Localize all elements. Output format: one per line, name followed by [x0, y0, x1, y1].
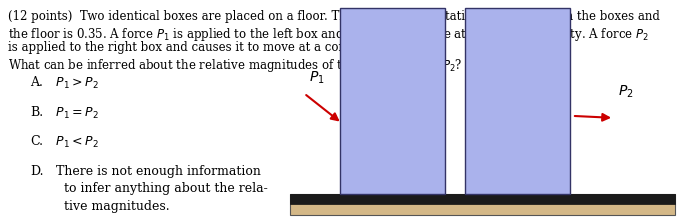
Text: $P_1 = P_2$: $P_1 = P_2$ — [52, 105, 99, 121]
Text: $P_1$: $P_1$ — [309, 70, 325, 86]
Bar — [340, 8, 445, 194]
Text: $P_1 > P_2$: $P_1 > P_2$ — [52, 76, 99, 91]
Text: What can be inferred about the relative magnitudes of the forces $P_1$ and $P_2$: What can be inferred about the relative … — [8, 57, 462, 74]
Text: the floor is 0.35. A force $P_1$ is applied to the left box and causes it to mov: the floor is 0.35. A force $P_1$ is appl… — [8, 25, 649, 42]
Text: A.: A. — [30, 76, 43, 89]
Text: D.: D. — [30, 164, 44, 177]
Text: C.: C. — [30, 135, 43, 148]
Bar — [290, 194, 675, 204]
Text: There is not enough information
   to infer anything about the rela-
   tive mag: There is not enough information to infer… — [52, 164, 268, 213]
Text: B.: B. — [30, 105, 43, 118]
Bar — [465, 8, 570, 194]
Text: $P_2$: $P_2$ — [618, 84, 634, 100]
Text: $P_1 < P_2$: $P_1 < P_2$ — [52, 135, 99, 150]
Text: is applied to the right box and causes it to move at a constant velocity.: is applied to the right box and causes i… — [8, 41, 428, 54]
Text: (12 points)  Two identical boxes are placed on a floor. The coefficient of stati: (12 points) Two identical boxes are plac… — [8, 10, 660, 23]
Bar — [290, 194, 675, 215]
